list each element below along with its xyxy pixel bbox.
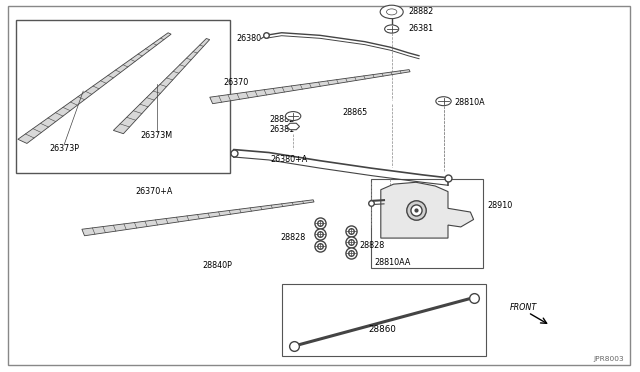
- Polygon shape: [287, 123, 300, 130]
- Text: 28828: 28828: [360, 241, 385, 250]
- Text: 26380: 26380: [236, 34, 261, 43]
- Circle shape: [387, 9, 397, 15]
- Polygon shape: [18, 33, 171, 144]
- Polygon shape: [210, 70, 410, 104]
- Circle shape: [436, 97, 451, 106]
- Bar: [371, 179, 483, 268]
- Text: 28810A: 28810A: [454, 98, 485, 107]
- Text: 26370+A: 26370+A: [135, 187, 172, 196]
- Circle shape: [380, 5, 403, 19]
- Bar: [282, 284, 486, 356]
- Circle shape: [285, 112, 301, 121]
- Text: 26373P: 26373P: [49, 144, 79, 153]
- Text: 26370: 26370: [223, 78, 248, 87]
- Text: 28860: 28860: [369, 325, 397, 334]
- Text: 28882: 28882: [269, 115, 294, 124]
- Text: 26380+A: 26380+A: [270, 155, 307, 164]
- Text: 28865: 28865: [342, 108, 367, 117]
- Text: 28882: 28882: [408, 7, 433, 16]
- Text: 28840P: 28840P: [203, 261, 232, 270]
- Bar: [16, 20, 230, 173]
- Polygon shape: [82, 200, 314, 236]
- Text: 26381: 26381: [269, 125, 294, 134]
- Text: FRONT: FRONT: [510, 302, 537, 311]
- Polygon shape: [381, 182, 474, 238]
- Text: 26373M: 26373M: [141, 131, 173, 140]
- Text: 28910: 28910: [488, 201, 513, 210]
- Text: 28828: 28828: [280, 233, 305, 242]
- Text: 28810AA: 28810AA: [374, 258, 411, 267]
- Text: JPR8003: JPR8003: [593, 356, 624, 362]
- Polygon shape: [113, 39, 210, 134]
- Circle shape: [385, 25, 399, 33]
- Text: 26381: 26381: [408, 24, 433, 33]
